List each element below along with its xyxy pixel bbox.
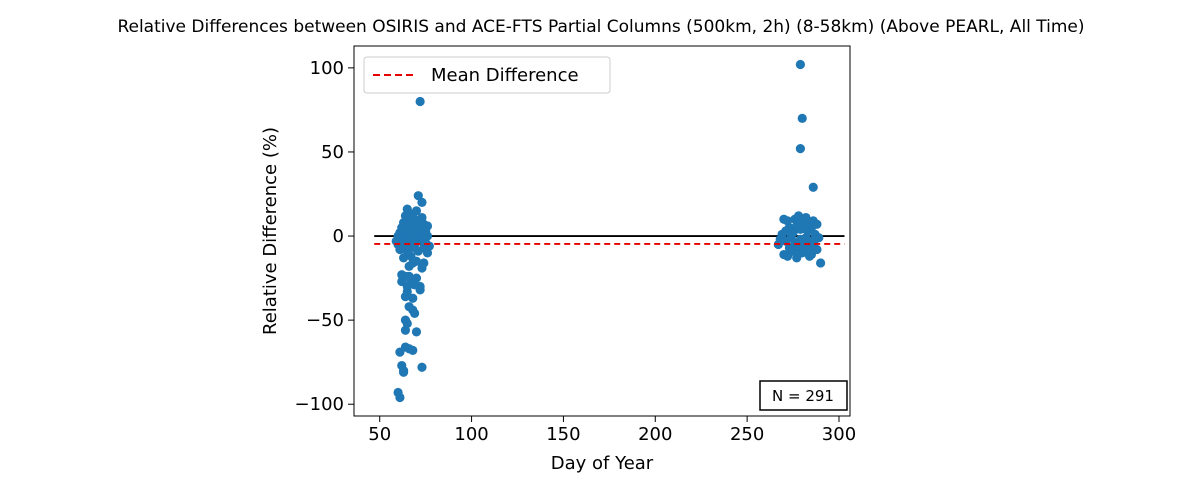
x-axis-label: Day of Year (551, 453, 654, 474)
data-point-130 (801, 212, 811, 223)
data-point-19 (408, 293, 418, 303)
data-point-33 (399, 253, 409, 263)
data-point-4 (399, 367, 409, 377)
plot-frame (353, 45, 851, 417)
chart-title: Relative Differences between OSIRIS and … (117, 17, 1084, 37)
x-tick-label-300: 300 (822, 424, 856, 445)
data-point-89 (402, 204, 412, 214)
data-point-80 (422, 221, 433, 231)
data-point-133 (779, 214, 789, 224)
data-point-91 (417, 197, 427, 208)
data-point-135 (814, 233, 824, 243)
data-point-12 (402, 318, 412, 329)
y-tick-label-0: −100 (295, 394, 344, 415)
y-tick-label-2: 0 (333, 226, 344, 247)
y-tick-label-1: −50 (306, 310, 344, 331)
data-point-28 (404, 271, 414, 282)
data-point-13 (411, 327, 422, 337)
data-point-9 (417, 362, 427, 372)
data-point-15 (404, 302, 414, 312)
data-point-90 (411, 206, 422, 216)
data-point-92 (413, 191, 423, 201)
x-tick-label-100: 100 (454, 424, 488, 445)
n-annotation-text: N = 291 (772, 387, 834, 405)
data-point-115 (816, 258, 826, 268)
data-point-88 (417, 212, 427, 223)
plot-marks (374, 59, 845, 403)
data-point-29 (411, 273, 422, 283)
n-annotation: N = 291 (759, 380, 848, 411)
data-point-139 (797, 113, 807, 123)
y-axis-label: Relative Difference (%) (260, 127, 281, 335)
x-tick-label-150: 150 (546, 424, 580, 445)
data-point-8 (408, 345, 418, 356)
data-point-35 (411, 256, 422, 266)
x-tick-label-50: 50 (368, 424, 391, 445)
data-point-140 (795, 59, 806, 70)
data-point-137 (804, 251, 815, 261)
data-point-128 (793, 211, 804, 221)
data-point-134 (812, 219, 822, 229)
data-point-119 (788, 228, 798, 238)
y-tick-label-4: 100 (310, 58, 344, 79)
data-point-114 (812, 244, 822, 255)
legend: Mean Difference (363, 56, 611, 94)
y-tick-label-3: 50 (321, 142, 344, 163)
x-tick-label-200: 200 (638, 424, 672, 445)
data-point-16 (410, 308, 420, 319)
axis-ticks: 50 100 150 200 250 300 −100 −50 0 50 100 (295, 58, 857, 445)
data-point-93 (415, 96, 425, 107)
legend-label-mean-difference: Mean Difference (431, 65, 579, 86)
data-point-141 (808, 182, 818, 192)
data-point-1 (395, 392, 405, 403)
x-tick-label-250: 250 (730, 424, 764, 445)
n-annotation-box (759, 380, 848, 411)
data-point-136 (792, 249, 802, 260)
legend-box (363, 56, 611, 94)
data-point-138 (795, 143, 806, 154)
data-point-36 (419, 258, 429, 268)
